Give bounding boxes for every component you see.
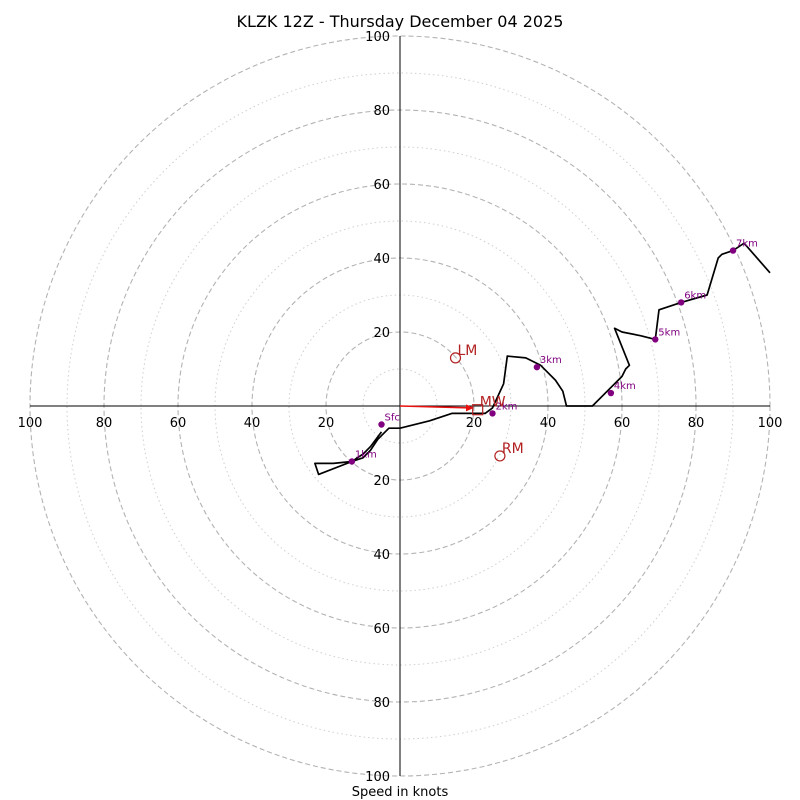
- height-marker-5km: [652, 336, 659, 343]
- height-marker-2km: [489, 410, 496, 417]
- height-marker-7km: [729, 247, 737, 254]
- tick-label-south: 100: [365, 770, 390, 785]
- tick-label-east: 40: [540, 416, 557, 431]
- tick-label-south: 60: [373, 622, 390, 637]
- height-marker-3km: [533, 363, 541, 371]
- storm-motion-marker-lm: [449, 352, 462, 364]
- storm-motion-label-mw: MW: [480, 395, 506, 411]
- height-marker-4km: [607, 389, 615, 397]
- tick-labels: 20 20 20 20 40 40 40 40 60 60 60 60 80 80 80 80 100 100 10…: [18, 30, 783, 785]
- tick-label-west: 40: [244, 416, 261, 431]
- storm-motion-label-lm: LM: [458, 343, 478, 359]
- tick-label-west: 100: [18, 416, 43, 431]
- tick-label-east: 20: [466, 416, 483, 431]
- shear-vector-group: [399, 404, 474, 412]
- height-label-3km: 3km: [540, 355, 562, 366]
- storm-motion-markers: LM RM MW: [449, 343, 524, 462]
- height-label-4km: 4km: [614, 381, 636, 392]
- tick-label-west: 20: [318, 416, 335, 431]
- height-marker-6km: [678, 299, 685, 306]
- height-label-6km: 6km: [684, 290, 706, 301]
- tick-label-south: 80: [373, 696, 390, 711]
- tick-label-north: 40: [373, 252, 390, 267]
- height-label-sfc: Sfc: [385, 413, 400, 424]
- height-marker-1km: [348, 458, 356, 465]
- shear-vector-arrowhead: [466, 404, 474, 412]
- storm-motion-label-rm: RM: [502, 441, 524, 457]
- height-label-1km: 1km: [355, 450, 377, 461]
- shear-vector-line: [399, 405, 469, 409]
- height-label-2km: 2km: [496, 401, 518, 412]
- x-axis-label: Speed in knots: [352, 785, 449, 800]
- tick-label-east: 100: [758, 416, 783, 431]
- tick-label-north: 60: [373, 178, 390, 193]
- chart-title: KLZK 12Z - Thursday December 04 2025: [237, 12, 564, 31]
- tick-label-north: 20: [373, 326, 390, 341]
- tick-label-west: 60: [170, 416, 187, 431]
- height-label-7km: 7km: [736, 239, 758, 250]
- tick-label-east: 60: [614, 416, 631, 431]
- height-marker-sfc: [378, 421, 385, 428]
- tick-label-west: 80: [96, 416, 113, 431]
- tick-label-south: 20: [373, 474, 390, 489]
- tick-label-north: 100: [365, 30, 390, 45]
- storm-motion-marker-rm: [494, 450, 506, 462]
- tick-label-south: 40: [373, 548, 390, 563]
- storm-motion-marker-mw: [472, 404, 484, 416]
- tick-label-east: 80: [688, 416, 705, 431]
- height-label-5km: 5km: [658, 327, 680, 338]
- height-markers: Sfc 1km 2km 3km 4km 5km 6km 7km: [348, 239, 758, 465]
- tick-label-north: 80: [373, 104, 390, 119]
